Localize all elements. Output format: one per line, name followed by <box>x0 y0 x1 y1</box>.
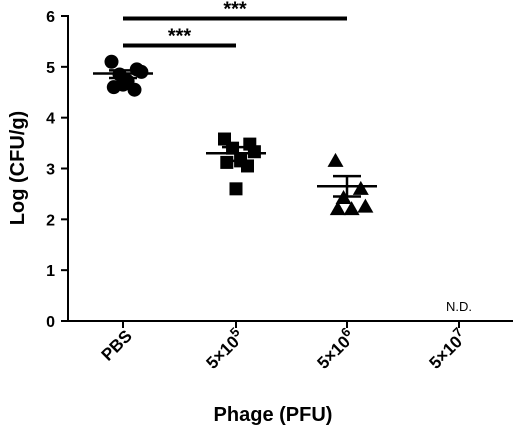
data-point-circle <box>127 82 142 97</box>
y-axis-label: Log (CFU/g) <box>7 111 29 225</box>
data-point-triangle <box>352 180 369 195</box>
data-point-triangle <box>343 201 360 216</box>
y-tick-label: 1 <box>46 263 55 280</box>
data-point-circle <box>104 54 119 69</box>
y-axis: 0 1 2 3 4 5 6 <box>46 9 69 331</box>
x-tick-label-base: PBS <box>98 326 136 364</box>
mean-sem-bars: N.D. <box>93 69 472 314</box>
data-point-triangle <box>327 152 344 167</box>
x-tick-label: 5×107 <box>423 324 471 372</box>
significance-stars: *** <box>168 25 192 47</box>
data-point-square <box>220 155 234 169</box>
x-axis-label: Phage (PFU) <box>214 404 333 426</box>
data-point-circle <box>134 64 149 79</box>
data-point-square <box>241 159 254 173</box>
x-tick-label: 5×106 <box>311 324 359 372</box>
y-tick-label: 2 <box>46 212 55 229</box>
y-tick-label: 5 <box>46 60 55 77</box>
y-tick-label: 4 <box>46 111 55 128</box>
y-tick-label: 6 <box>46 9 55 26</box>
data-points <box>104 54 374 216</box>
data-point-square <box>247 145 261 159</box>
y-tick-label: 3 <box>46 162 55 179</box>
data-point-triangle <box>329 201 346 216</box>
data-point-square <box>229 182 243 196</box>
significance-brackets: *** *** <box>123 0 347 48</box>
x-axis: PBS 5×105 5×106 5×107 <box>67 320 513 373</box>
data-point-circle <box>116 77 130 92</box>
x-tick-label: 5×105 <box>200 324 248 372</box>
not-detected-label: N.D. <box>446 299 472 314</box>
significance-stars: *** <box>223 0 247 21</box>
data-point-triangle <box>357 198 374 213</box>
y-tick-label: 0 <box>46 314 55 331</box>
x-tick-label: PBS <box>98 326 136 364</box>
